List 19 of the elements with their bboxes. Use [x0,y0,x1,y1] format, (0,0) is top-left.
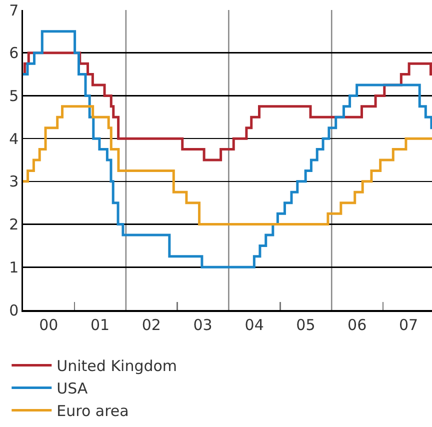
y-tick-label: 0 [9,301,19,320]
x-tick-label: 03 [193,316,212,334]
x-tick-label: 06 [348,316,367,334]
y-tick-label: 5 [9,86,19,105]
legend-label: USA [56,380,88,398]
y-tick-label: 3 [9,172,19,191]
y-tick-label: 7 [9,1,19,20]
x-tick-label: 01 [90,316,110,334]
y-tick-label: 4 [9,130,19,148]
legend-label: Euro area [56,402,129,420]
legend-label: United Kingdom [56,357,178,376]
x-tick-label: 05 [296,316,316,334]
y-tick-label: 1 [9,258,19,276]
x-tick-label: 00 [39,316,58,334]
x-tick-label: 02 [142,316,161,334]
x-tick-label: 07 [398,316,418,334]
y-tick-label: 2 [9,216,19,234]
x-tick-label: 04 [244,316,264,334]
y-tick-label: 6 [9,44,19,62]
